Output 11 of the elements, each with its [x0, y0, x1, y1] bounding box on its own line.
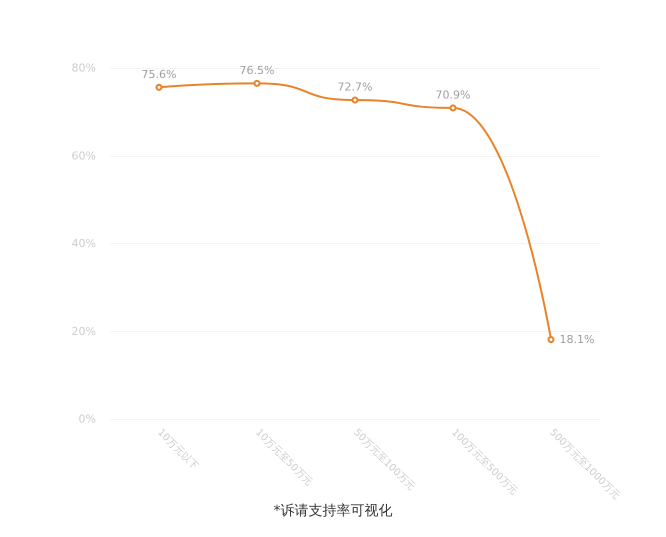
data-label: 72.7% [338, 80, 372, 94]
data-label: 75.6% [142, 68, 176, 81]
text: *诉请支持率可视化 [274, 503, 392, 519]
data-label: 18.1% [560, 333, 594, 346]
point [254, 80, 260, 87]
data-label: 76.5% [240, 64, 274, 77]
point [548, 336, 554, 344]
data-label: 70.9% [436, 88, 470, 102]
point [156, 84, 162, 91]
point [352, 96, 358, 104]
point [450, 104, 456, 112]
